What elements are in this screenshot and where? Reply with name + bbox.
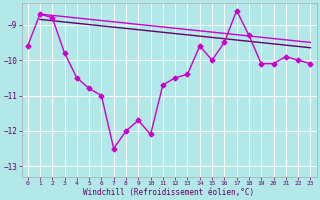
X-axis label: Windchill (Refroidissement éolien,°C): Windchill (Refroidissement éolien,°C) xyxy=(84,188,255,197)
